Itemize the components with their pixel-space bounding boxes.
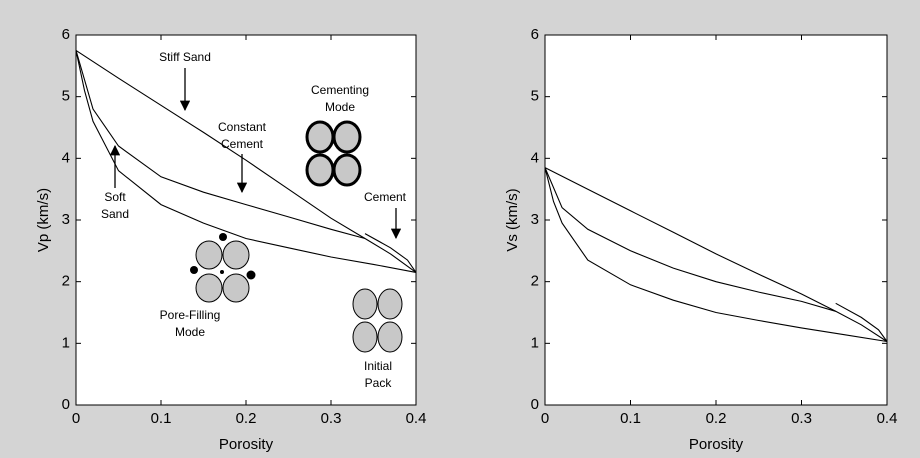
y-tick-label: 4: [531, 149, 539, 166]
y-tick-label: 0: [531, 396, 539, 413]
y-tick-label: 6: [531, 26, 539, 43]
annotation: Cementing: [311, 83, 369, 97]
x-tick-label: 0: [72, 410, 80, 427]
curve: [835, 302, 888, 342]
y-tick-label: 2: [62, 273, 70, 290]
curve: [75, 49, 417, 273]
y-axis-label: Vs (km/s): [504, 188, 521, 251]
x-axis-label: Porosity: [219, 436, 274, 453]
x-tick-label: 0.4: [877, 410, 898, 427]
x-axis-label: Porosity: [689, 436, 744, 453]
x-tick-label: 0.2: [706, 410, 727, 427]
x-tick-label: 0.4: [406, 410, 427, 427]
annotation: Stiff Sand: [159, 50, 211, 64]
annotation: Pack: [365, 376, 393, 390]
y-axis-label: Vp (km/s): [35, 188, 52, 252]
annotation: Mode: [325, 100, 355, 114]
curve: [364, 233, 417, 273]
x-tick-label: 0.2: [236, 410, 257, 427]
annotation: Mode: [175, 325, 205, 339]
cementing-grains-icon: [305, 120, 362, 187]
annotation: Soft: [104, 190, 126, 204]
y-tick-label: 2: [531, 273, 539, 290]
curve: [544, 167, 888, 342]
annotation: Cement: [364, 190, 407, 204]
y-tick-label: 5: [531, 88, 539, 105]
plot-area: [545, 35, 887, 405]
annotation: Pore-Filling: [160, 308, 221, 322]
y-tick-label: 1: [62, 334, 70, 351]
annotation: Sand: [101, 207, 129, 221]
x-tick-label: 0.3: [321, 410, 342, 427]
curve: [544, 167, 888, 343]
annotation: Constant: [218, 120, 267, 134]
y-tick-label: 5: [62, 88, 70, 105]
x-tick-label: 0.3: [791, 410, 812, 427]
initial-pack-grains-icon: [352, 288, 403, 353]
annotation-arrows: [109, 68, 402, 240]
annotation: Initial: [364, 359, 392, 373]
curve: [75, 50, 366, 240]
pore-filling-grains-icon: [190, 233, 256, 303]
curve: [544, 167, 836, 312]
x-tick-label: 0.1: [151, 410, 172, 427]
y-tick-label: 0: [62, 396, 70, 413]
curve: [75, 50, 417, 273]
y-tick-label: 1: [531, 334, 539, 351]
y-tick-label: 3: [62, 211, 70, 228]
x-tick-label: 0.1: [620, 410, 641, 427]
y-tick-label: 6: [62, 26, 70, 43]
y-tick-label: 4: [62, 149, 70, 166]
y-tick-label: 3: [531, 211, 539, 228]
annotation: Cement: [221, 137, 264, 151]
x-tick-label: 0: [541, 410, 549, 427]
